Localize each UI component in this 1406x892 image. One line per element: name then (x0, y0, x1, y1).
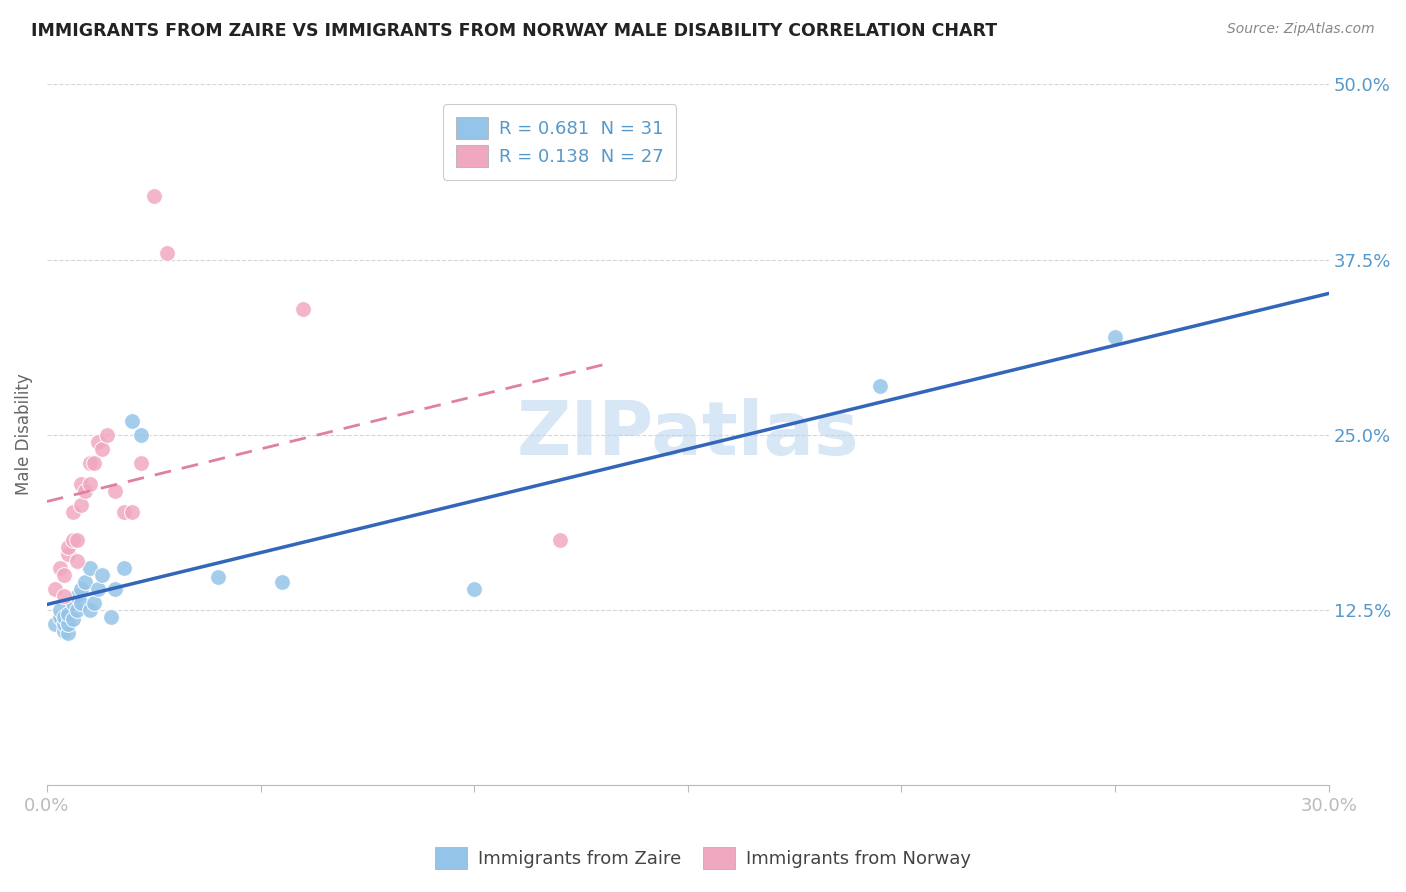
Point (53, 624, 76, 638)
Point (79, 476, 101, 491)
Text: Source: ZipAtlas.com: Source: ZipAtlas.com (1227, 22, 1375, 37)
Point (53, 567, 76, 582)
Point (53, 609, 76, 624)
Point (75, 574, 97, 589)
Point (53, 616, 76, 631)
Point (44, 616, 66, 631)
Point (129, 456, 152, 470)
Point (66, 533, 89, 547)
Point (79, 456, 101, 470)
Point (62, 505, 84, 519)
Point (66, 602, 89, 616)
Point (91, 567, 114, 582)
Point (112, 505, 135, 519)
Point (53, 589, 76, 603)
Point (44, 582, 66, 596)
Legend: Immigrants from Zaire, Immigrants from Norway: Immigrants from Zaire, Immigrants from N… (427, 839, 979, 876)
Point (1104, 329, 1126, 343)
Point (62, 612, 84, 626)
Point (91, 442, 114, 456)
Point (62, 533, 84, 547)
Point (87, 582, 110, 596)
Point (270, 574, 292, 589)
Point (66, 589, 89, 603)
Point (87, 434, 110, 449)
Point (79, 560, 101, 574)
Point (66, 554, 89, 568)
Point (155, 245, 177, 260)
Point (292, 301, 315, 316)
Point (70, 476, 93, 491)
Point (75, 483, 97, 498)
Point (207, 570, 229, 584)
Point (100, 609, 122, 624)
Point (58, 626, 80, 640)
Point (869, 378, 891, 392)
Point (48, 560, 70, 574)
Text: ZIPatlas: ZIPatlas (516, 398, 859, 471)
Y-axis label: Male Disability: Male Disability (15, 374, 32, 495)
Point (104, 483, 127, 498)
Point (129, 427, 152, 442)
Point (463, 582, 485, 596)
Point (70, 596, 93, 610)
Point (58, 616, 80, 631)
Point (48, 609, 70, 624)
Text: IMMIGRANTS FROM ZAIRE VS IMMIGRANTS FROM NORWAY MALE DISABILITY CORRELATION CHAR: IMMIGRANTS FROM ZAIRE VS IMMIGRANTS FROM… (31, 22, 997, 40)
Point (96, 427, 118, 442)
Legend: R = 0.681  N = 31, R = 0.138  N = 27: R = 0.681 N = 31, R = 0.138 N = 27 (443, 104, 676, 179)
Point (112, 560, 135, 574)
Point (83, 456, 105, 470)
Point (58, 607, 80, 621)
Point (121, 505, 143, 519)
Point (104, 582, 127, 596)
Point (48, 602, 70, 616)
Point (62, 596, 84, 610)
Point (83, 596, 105, 610)
Point (142, 189, 165, 203)
Point (58, 540, 80, 554)
Point (121, 414, 143, 428)
Point (548, 533, 571, 547)
Point (79, 602, 101, 616)
Point (58, 547, 80, 561)
Point (70, 498, 93, 512)
Point (70, 582, 93, 596)
